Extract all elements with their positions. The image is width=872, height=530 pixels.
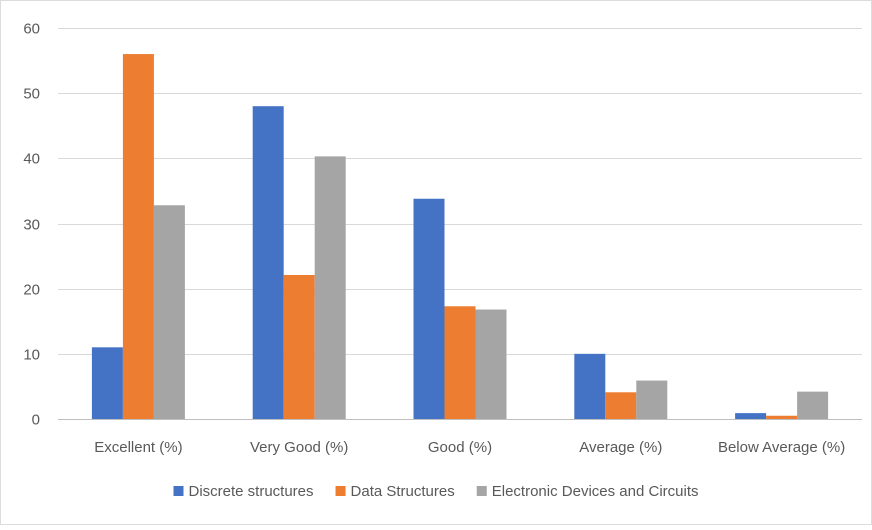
legend-item: Electronic Devices and Circuits (476, 483, 699, 500)
bar-1 (252, 106, 284, 419)
category-label: Very Good (%) (250, 439, 348, 456)
bar-3 (797, 391, 829, 419)
category-label: Below Average (%) (718, 439, 845, 456)
legend-label: Electronic Devices and Circuits (492, 483, 699, 500)
bar-3 (153, 205, 185, 419)
bar-1 (735, 413, 767, 419)
legend: Discrete structures Data Structures Electr… (173, 483, 699, 500)
y-tick-label: 10 (23, 347, 40, 364)
legend-swatch (476, 486, 487, 496)
bar-1 (413, 198, 445, 419)
y-tick-label: 50 (23, 86, 40, 103)
legend-item: Discrete structures (173, 483, 314, 500)
y-tick-label: 20 (23, 282, 40, 299)
bar-3 (314, 156, 346, 419)
bar-2 (444, 306, 476, 419)
legend-swatch (335, 486, 346, 496)
x-axis-categories: Excellent (%) Very Good (%) Good (%) Averag… (94, 439, 845, 456)
bar-2 (605, 392, 637, 419)
legend-item: Data Structures (335, 483, 455, 500)
y-tick-label: 60 (23, 21, 40, 38)
bar-2 (283, 274, 315, 419)
legend-swatch (173, 486, 184, 496)
category-label: Average (%) (579, 439, 662, 456)
bar-3 (636, 380, 668, 419)
y-tick-label: 0 (32, 412, 40, 429)
bar-2 (122, 54, 154, 420)
category-label: Excellent (%) (94, 439, 182, 456)
bar-1 (91, 347, 123, 419)
bar-3 (475, 309, 507, 419)
legend-label: Data Structures (351, 483, 455, 500)
gridlines (58, 28, 862, 420)
category-label: Good (%) (428, 439, 492, 456)
y-tick-label: 40 (23, 151, 40, 168)
y-axis-ticks: 0 10 20 30 40 50 60 (23, 21, 40, 429)
legend-label: Discrete structures (188, 483, 313, 500)
y-tick-label: 30 (23, 217, 40, 234)
bar-1 (574, 353, 606, 419)
bars (91, 54, 829, 420)
bar-2 (766, 415, 798, 419)
